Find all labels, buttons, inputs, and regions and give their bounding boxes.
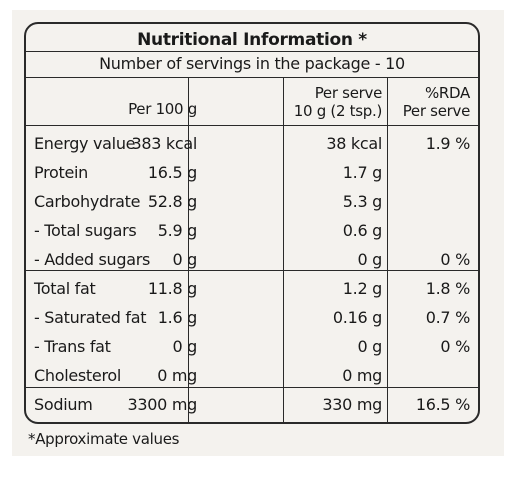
table-row: Total fat 11.8 g 1.2 g 1.8 % <box>26 274 478 303</box>
per-serve-value: 330 mg <box>322 395 382 414</box>
divider <box>26 387 478 388</box>
per-100g-value: 11.8 g <box>147 279 197 298</box>
per-serve-value: 1.7 g <box>342 163 383 182</box>
rda-value: 1.9 % <box>425 134 471 153</box>
nutrient-name: - Saturated fat <box>34 308 147 327</box>
per-serve-value: 1.2 g <box>342 279 383 298</box>
table-row: - Added sugars 0 g 0 g 0 % <box>26 245 478 274</box>
divider <box>26 125 478 126</box>
nutrient-name: Protein <box>34 163 88 182</box>
per-100g-value: 1.6 g <box>157 308 198 327</box>
per-100g-value: 16.5 g <box>147 163 197 182</box>
header-rda-line2: Per serve <box>402 102 471 120</box>
per-serve-value: 5.3 g <box>342 192 383 211</box>
nutrient-name: Carbohydrate <box>34 192 141 211</box>
per-100g-value: 0 g <box>172 250 197 269</box>
table-row: Protein 16.5 g 1.7 g <box>26 158 478 187</box>
table-row: - Trans fat 0 g 0 g 0 % <box>26 332 478 361</box>
nutrition-table: Nutritional Information * Number of serv… <box>24 22 480 424</box>
rda-value: 0 % <box>440 250 470 269</box>
nutrient-name: - Added sugars <box>34 250 151 269</box>
rda-value: 16.5 % <box>415 395 470 414</box>
nutrient-name: - Trans fat <box>34 337 111 356</box>
table-row: - Total sugars 5.9 g 0.6 g <box>26 216 478 245</box>
header-per-serve: Per serve 10 g (2 tsp.) <box>293 84 383 120</box>
header-rda: %RDA Per serve <box>402 84 471 120</box>
nutrient-name: Cholesterol <box>34 366 122 385</box>
footnote: *Approximate values <box>28 430 180 448</box>
table-row: - Saturated fat 1.6 g 0.16 g 0.7 % <box>26 303 478 332</box>
servings-subtitle: Number of servings in the package - 10 <box>99 54 405 73</box>
per-serve-value: 0 g <box>357 250 382 269</box>
nutrient-name: Total fat <box>34 279 96 298</box>
divider <box>26 270 478 271</box>
rda-value: 0.7 % <box>425 308 471 327</box>
column-divider <box>283 78 284 422</box>
per-serve-value: 0 mg <box>342 366 382 385</box>
table-row: Carbohydrate 52.8 g 5.3 g <box>26 187 478 216</box>
per-100g-value: 5.9 g <box>157 221 198 240</box>
header-per-serve-line2: 10 g (2 tsp.) <box>293 102 383 120</box>
divider <box>26 51 478 52</box>
per-serve-value: 0.16 g <box>332 308 382 327</box>
column-divider <box>188 78 189 422</box>
table-title: Nutritional Information * <box>137 30 367 50</box>
rda-value: 1.8 % <box>425 279 471 298</box>
label-background <box>12 10 504 456</box>
per-100g-value: 3300 mg <box>127 395 198 414</box>
header-rda-line1: %RDA <box>424 84 470 102</box>
per-serve-value: 38 kcal <box>326 134 382 153</box>
divider <box>26 77 478 78</box>
per-serve-value: 0.6 g <box>342 221 383 240</box>
table-row: Energy value 383 kcal 38 kcal 1.9 % <box>26 129 478 158</box>
table-row: Cholesterol 0 mg 0 mg <box>26 361 478 390</box>
header-per-100g: Per 100 g <box>128 100 197 118</box>
per-100g-value: 383 kcal <box>131 134 197 153</box>
nutrient-name: - Total sugars <box>34 221 137 240</box>
column-divider <box>387 78 388 422</box>
header-per-serve-line1: Per serve <box>314 84 383 102</box>
per-serve-value: 0 g <box>357 337 382 356</box>
nutrient-name: Energy value <box>34 134 136 153</box>
table-row: Sodium 3300 mg 330 mg 16.5 % <box>26 390 478 419</box>
rda-value: 0 % <box>440 337 470 356</box>
per-100g-value: 0 mg <box>157 366 197 385</box>
per-100g-value: 0 g <box>172 337 197 356</box>
per-100g-value: 52.8 g <box>147 192 197 211</box>
nutrient-name: Sodium <box>34 395 93 414</box>
